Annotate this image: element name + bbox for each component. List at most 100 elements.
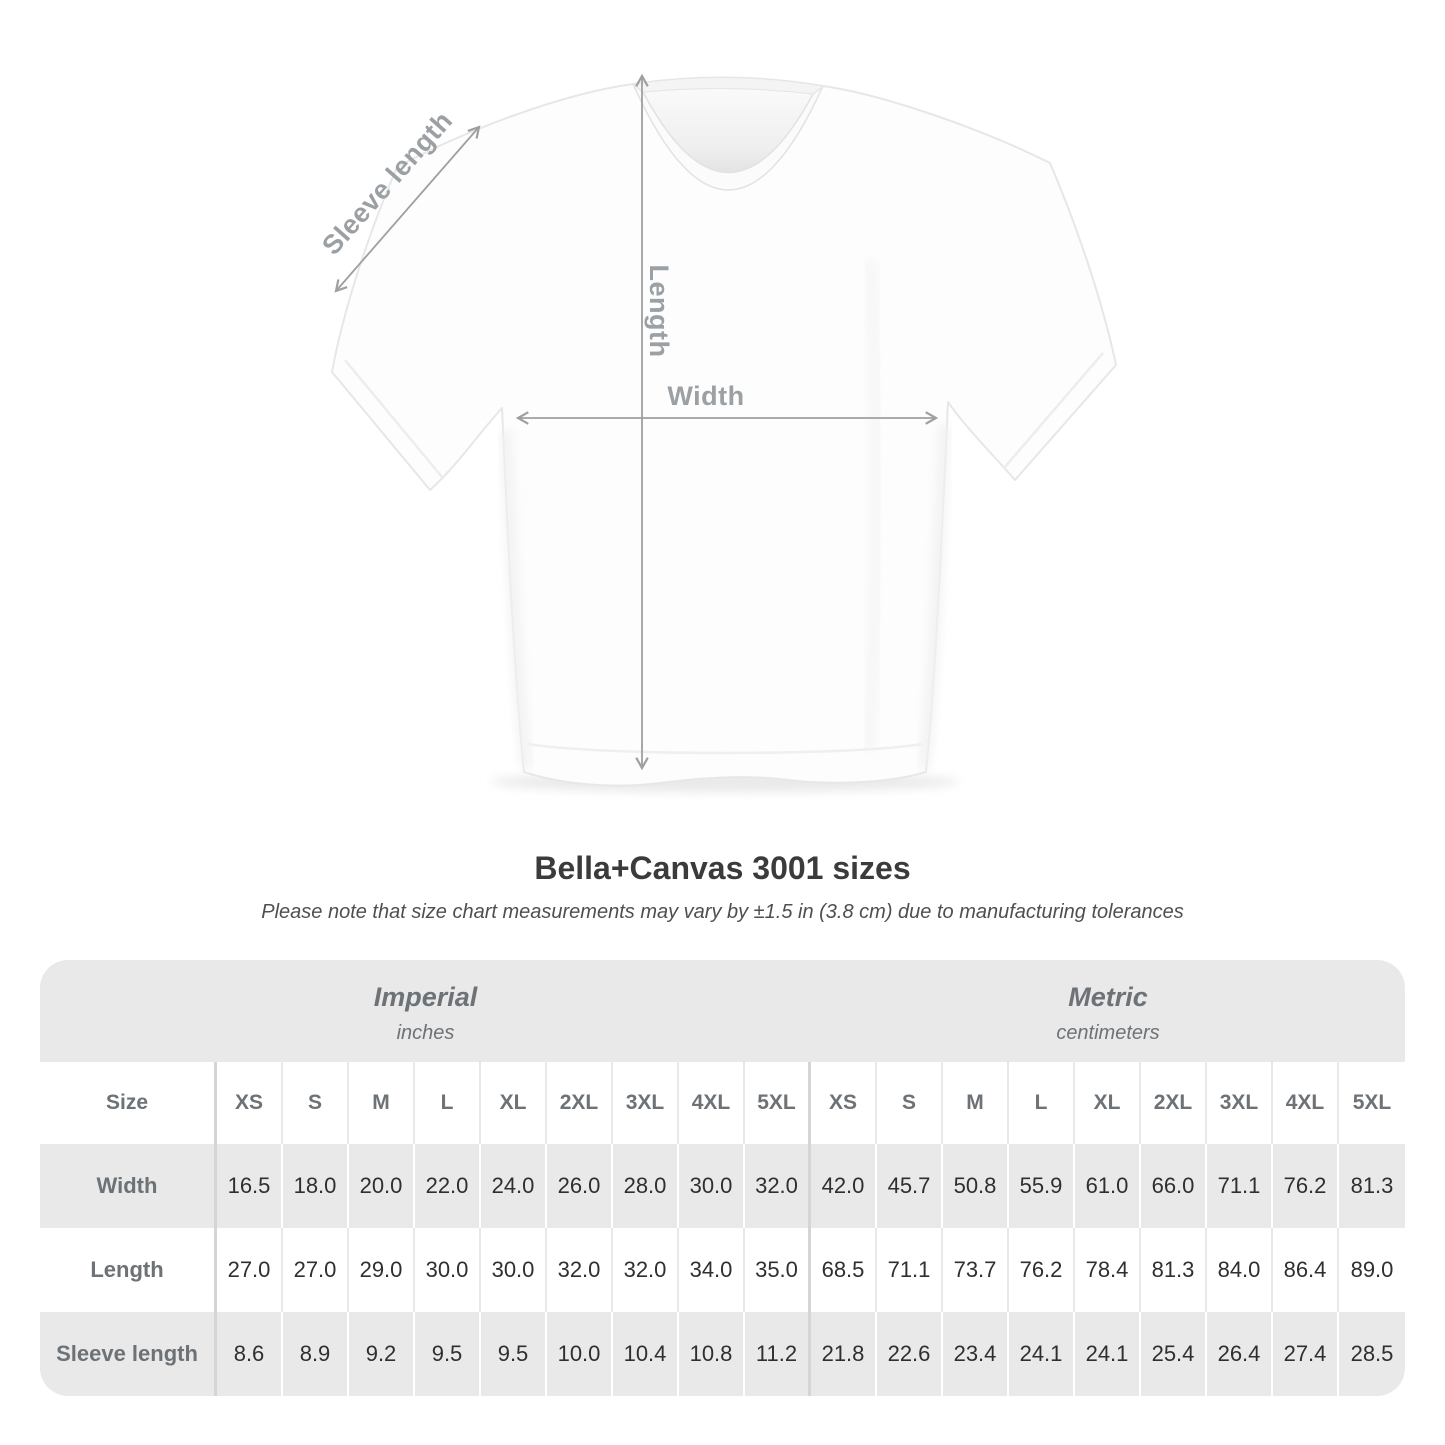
body-crease-left — [501, 429, 531, 769]
value-cell: 45.7 — [877, 1144, 943, 1228]
value-cell: 24.1 — [1009, 1312, 1075, 1396]
value-cell: 16.5 — [217, 1144, 283, 1228]
value-cell: 86.4 — [1273, 1228, 1339, 1312]
value-cell: 42.0 — [811, 1144, 877, 1228]
size-col-header: 3XL — [1207, 1062, 1273, 1144]
size-column-header: Size — [40, 1062, 217, 1144]
value-cell: 28.5 — [1339, 1312, 1405, 1396]
table-row: Sleeve length 8.6 8.9 9.2 9.5 9.5 10.0 10.4 10.8… — [40, 1312, 1405, 1396]
right-cuff-fold — [1003, 352, 1104, 469]
back-collar — [631, 77, 825, 95]
imperial-group-unit: inches — [396, 1021, 455, 1044]
value-cell: 8.6 — [217, 1312, 283, 1396]
value-cell: 8.9 — [283, 1312, 349, 1396]
value-cell: 9.2 — [349, 1312, 415, 1396]
value-cell: 81.3 — [1339, 1144, 1405, 1228]
sleeve-length-arrow — [334, 125, 481, 293]
size-col-header: L — [1009, 1062, 1075, 1144]
metric-group-header: Metric centimeters — [811, 960, 1405, 1062]
size-col-header: 5XL — [745, 1062, 811, 1144]
tshirt-graphic — [331, 76, 1117, 792]
value-cell: 32.0 — [547, 1228, 613, 1312]
table-row: Length 27.0 27.0 29.0 30.0 30.0 32.0 32.0 34.0 35… — [40, 1228, 1405, 1312]
value-cell: 61.0 — [1075, 1144, 1141, 1228]
value-cell: 32.0 — [613, 1228, 679, 1312]
value-cell: 27.0 — [283, 1228, 349, 1312]
size-col-header: L — [415, 1062, 481, 1144]
measurement-annotations — [334, 73, 939, 771]
value-cell: 34.0 — [679, 1228, 745, 1312]
value-cell: 27.4 — [1273, 1312, 1339, 1396]
value-cell: 81.3 — [1141, 1228, 1207, 1312]
value-cell: 20.0 — [349, 1144, 415, 1228]
value-cell: 26.4 — [1207, 1312, 1273, 1396]
value-cell: 76.2 — [1273, 1144, 1339, 1228]
table-row: Width 16.5 18.0 20.0 22.0 24.0 26.0 28.0 30.0 32.… — [40, 1144, 1405, 1228]
size-col-header: 3XL — [613, 1062, 679, 1144]
tshirt-measurement-diagram: Sleeve length Length Width — [316, 73, 1117, 792]
value-cell: 10.0 — [547, 1312, 613, 1396]
size-table: Imperial inches Metric centimeters Size … — [40, 960, 1405, 1396]
value-cell: 73.7 — [943, 1228, 1009, 1312]
value-cell: 9.5 — [415, 1312, 481, 1396]
value-cell: 71.1 — [877, 1228, 943, 1312]
size-col-header: S — [877, 1062, 943, 1144]
width-label: Width — [667, 381, 744, 411]
body-crease-right — [919, 424, 949, 769]
left-cuff-fold — [344, 359, 443, 478]
value-cell: 21.8 — [811, 1312, 877, 1396]
size-col-header: 4XL — [679, 1062, 745, 1144]
size-col-header: 5XL — [1339, 1062, 1405, 1144]
value-cell: 22.0 — [415, 1144, 481, 1228]
value-cell: 28.0 — [613, 1144, 679, 1228]
tshirt-body — [331, 76, 1117, 787]
unit-group-header-row: Imperial inches Metric centimeters — [40, 960, 1405, 1062]
value-cell: 24.0 — [481, 1144, 547, 1228]
value-cell: 25.4 — [1141, 1312, 1207, 1396]
row-label: Width — [40, 1144, 217, 1228]
value-cell: 27.0 — [217, 1228, 283, 1312]
size-col-header: M — [349, 1062, 415, 1144]
value-cell: 29.0 — [349, 1228, 415, 1312]
row-label: Length — [40, 1228, 217, 1312]
length-label: Length — [644, 265, 674, 358]
imperial-group-label: Imperial — [373, 981, 478, 1012]
value-cell: 76.2 — [1009, 1228, 1075, 1312]
value-cell: 71.1 — [1207, 1144, 1273, 1228]
value-cell: 84.0 — [1207, 1228, 1273, 1312]
value-cell: 23.4 — [943, 1312, 1009, 1396]
value-cell: 10.8 — [679, 1312, 745, 1396]
page-title: Bella+Canvas 3001 sizes — [534, 850, 911, 886]
value-cell: 55.9 — [1009, 1144, 1075, 1228]
size-col-header: XS — [217, 1062, 283, 1144]
size-col-header: 2XL — [547, 1062, 613, 1144]
row-label: Sleeve length — [40, 1312, 217, 1396]
value-cell: 18.0 — [283, 1144, 349, 1228]
metric-group-unit: centimeters — [1056, 1021, 1160, 1044]
size-table-body: Width 16.5 18.0 20.0 22.0 24.0 26.0 28.0 30.0 32.… — [40, 1144, 1405, 1396]
size-col-header: XS — [811, 1062, 877, 1144]
value-cell: 24.1 — [1075, 1312, 1141, 1396]
value-cell: 78.4 — [1075, 1228, 1141, 1312]
value-cell: 11.2 — [745, 1312, 811, 1396]
value-cell: 26.0 — [547, 1144, 613, 1228]
size-header-row: Size XS S M L XL 2XL 3XL 4XL 5XL XS S M L XL 2XL 3XL 4XL… — [40, 1062, 1405, 1144]
imperial-group-header: Imperial inches — [40, 960, 811, 1062]
value-cell: 9.5 — [481, 1312, 547, 1396]
value-cell: 35.0 — [745, 1228, 811, 1312]
size-col-header: 4XL — [1273, 1062, 1339, 1144]
hem-stitch — [527, 742, 923, 755]
size-table-container: Imperial inches Metric centimeters Size … — [40, 960, 1405, 1396]
body-wrinkle — [861, 259, 884, 751]
value-cell: 89.0 — [1339, 1228, 1405, 1312]
value-cell: 68.5 — [811, 1228, 877, 1312]
size-col-header: 2XL — [1141, 1062, 1207, 1144]
value-cell: 10.4 — [613, 1312, 679, 1396]
value-cell: 32.0 — [745, 1144, 811, 1228]
tolerance-note: Please note that size chart measurements… — [261, 901, 1184, 923]
value-cell: 50.8 — [943, 1144, 1009, 1228]
metric-group-label: Metric — [1068, 981, 1148, 1012]
value-cell: 30.0 — [679, 1144, 745, 1228]
size-col-header: S — [283, 1062, 349, 1144]
